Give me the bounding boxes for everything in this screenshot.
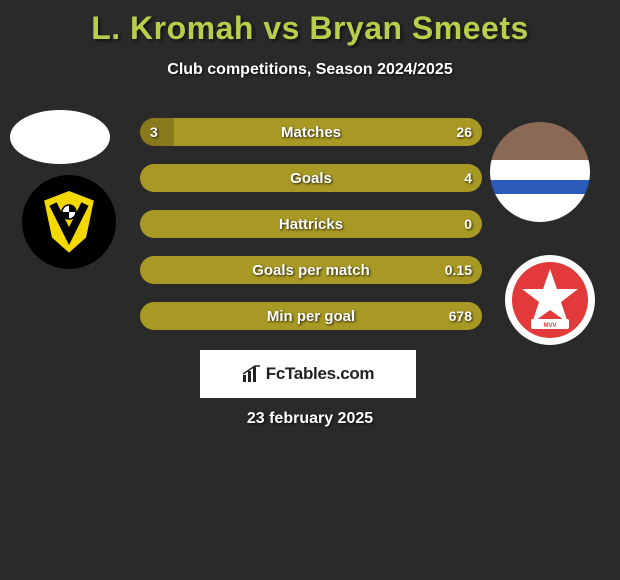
club-right-circle: MVV [505,255,595,345]
barchart-icon [242,365,262,383]
stat-value-left: 3 [150,118,158,146]
stat-row-goals: Goals 4 [140,164,482,192]
bar-right [174,118,482,146]
stat-row-hattricks: Hattricks 0 [140,210,482,238]
stat-row-min-per-goal: Min per goal 678 [140,302,482,330]
left-player-avatar [10,110,110,164]
fctables-banner[interactable]: FcTables.com [200,350,416,398]
bar-right [140,256,482,284]
stat-value-right: 0.15 [445,256,472,284]
stat-value-right: 26 [456,118,472,146]
stat-row-goals-per-match: Goals per match 0.15 [140,256,482,284]
stat-value-right: 4 [464,164,472,192]
bar-right [140,302,482,330]
right-club-badge: MVV [505,255,595,345]
comparison-chart: 3 Matches 26 Goals 4 Hattricks 0 Goals p… [140,118,482,348]
club-left-circle [22,175,116,269]
bar-right [140,164,482,192]
stat-row-matches: 3 Matches 26 [140,118,482,146]
bar-right [140,210,482,238]
stat-value-right: 0 [464,210,472,238]
right-player-avatar [490,122,590,222]
banner-text: FcTables.com [266,364,375,384]
left-club-badge [22,175,116,269]
star-icon: MVV [511,261,589,339]
stat-value-right: 678 [449,302,472,330]
svg-text:MVV: MVV [543,323,556,329]
silhouette-icon [10,110,110,164]
player-photo-icon [490,122,590,222]
shield-icon [39,188,99,256]
page-title: L. Kromah vs Bryan Smeets [0,0,620,47]
date-text: 23 february 2025 [0,410,620,428]
subtitle: Club competitions, Season 2024/2025 [0,61,620,79]
